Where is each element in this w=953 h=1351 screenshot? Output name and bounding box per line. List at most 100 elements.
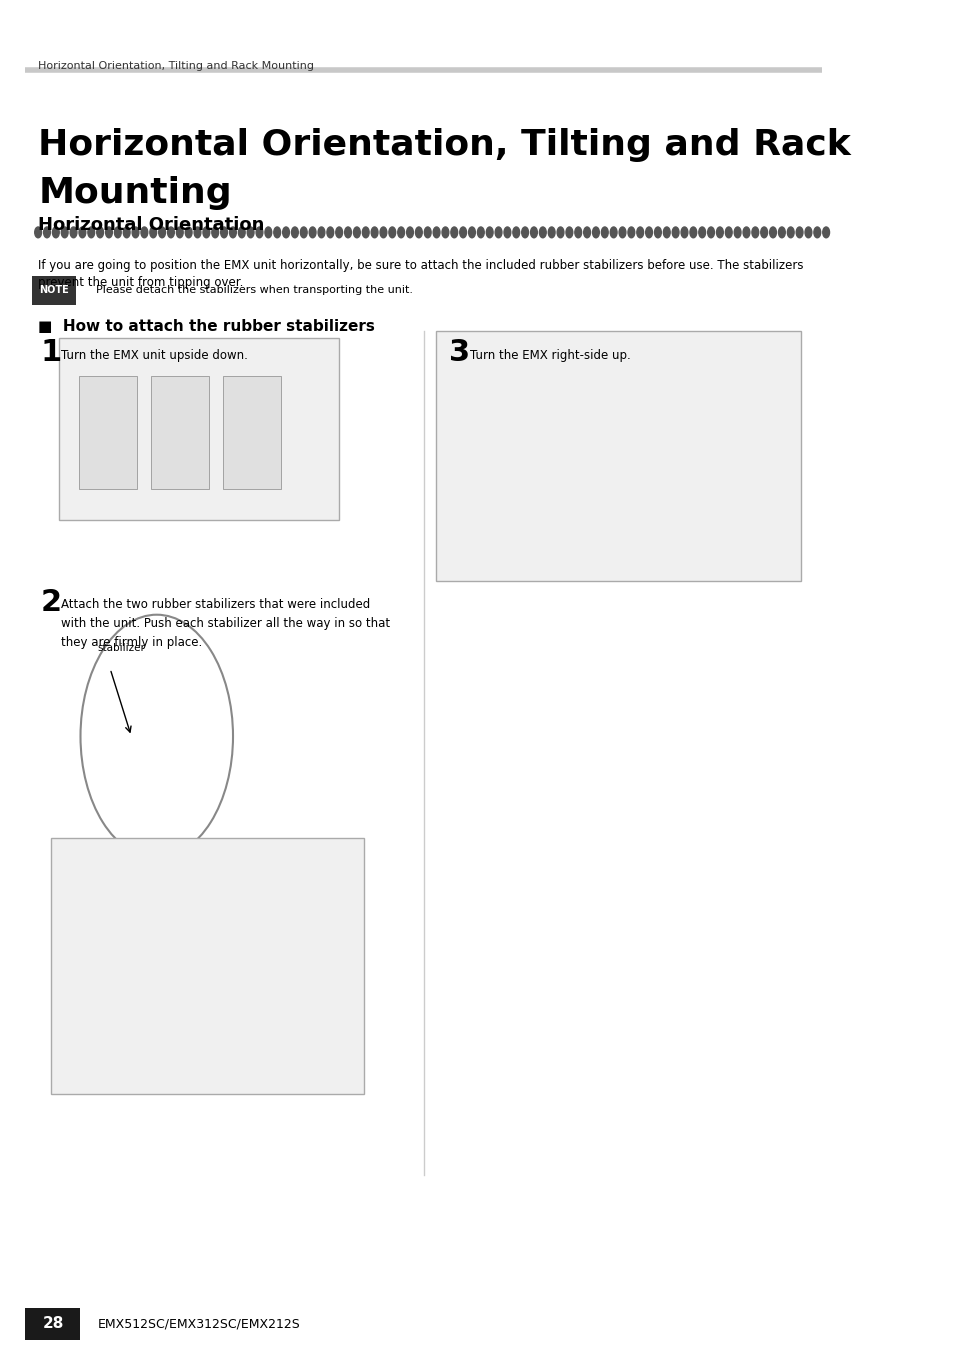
- Circle shape: [88, 227, 94, 238]
- Circle shape: [769, 227, 776, 238]
- FancyBboxPatch shape: [79, 376, 137, 489]
- FancyBboxPatch shape: [59, 338, 338, 520]
- Text: 28: 28: [43, 1316, 64, 1332]
- Circle shape: [530, 227, 537, 238]
- Circle shape: [61, 227, 68, 238]
- Circle shape: [503, 227, 510, 238]
- Circle shape: [379, 227, 386, 238]
- Circle shape: [96, 227, 103, 238]
- Circle shape: [185, 227, 192, 238]
- Circle shape: [212, 227, 218, 238]
- Circle shape: [742, 227, 749, 238]
- Circle shape: [309, 227, 315, 238]
- Circle shape: [734, 227, 740, 238]
- Circle shape: [583, 227, 590, 238]
- Circle shape: [451, 227, 457, 238]
- Circle shape: [618, 227, 625, 238]
- Circle shape: [274, 227, 280, 238]
- Circle shape: [406, 227, 413, 238]
- FancyBboxPatch shape: [436, 331, 800, 581]
- Circle shape: [193, 227, 201, 238]
- Circle shape: [786, 227, 793, 238]
- Text: Turn the EMX unit upside down.: Turn the EMX unit upside down.: [61, 349, 248, 362]
- Circle shape: [751, 227, 758, 238]
- Text: with the unit. Push each stabilizer all the way in so that: with the unit. Push each stabilizer all …: [61, 617, 390, 631]
- Circle shape: [724, 227, 731, 238]
- Circle shape: [79, 227, 86, 238]
- Circle shape: [486, 227, 493, 238]
- Circle shape: [707, 227, 714, 238]
- Circle shape: [34, 227, 42, 238]
- Circle shape: [371, 227, 377, 238]
- Circle shape: [716, 227, 722, 238]
- Circle shape: [821, 227, 829, 238]
- Circle shape: [689, 227, 696, 238]
- Circle shape: [441, 227, 448, 238]
- Circle shape: [114, 227, 121, 238]
- Circle shape: [300, 227, 307, 238]
- Bar: [26, 1308, 80, 1340]
- Text: prevent the unit from tipping over.: prevent the unit from tipping over.: [38, 276, 243, 289]
- Circle shape: [513, 227, 519, 238]
- Circle shape: [538, 227, 546, 238]
- Circle shape: [132, 227, 139, 238]
- Circle shape: [238, 227, 245, 238]
- Circle shape: [592, 227, 598, 238]
- Circle shape: [317, 227, 325, 238]
- Circle shape: [335, 227, 342, 238]
- Circle shape: [459, 227, 466, 238]
- Text: stabilizer: stabilizer: [97, 643, 145, 654]
- Text: Turn the EMX right-side up.: Turn the EMX right-side up.: [470, 349, 630, 362]
- Circle shape: [468, 227, 475, 238]
- Circle shape: [106, 227, 112, 238]
- Circle shape: [548, 227, 555, 238]
- Circle shape: [662, 227, 669, 238]
- Circle shape: [123, 227, 130, 238]
- Circle shape: [397, 227, 404, 238]
- Circle shape: [80, 615, 233, 858]
- Circle shape: [150, 227, 156, 238]
- Circle shape: [292, 227, 298, 238]
- Circle shape: [645, 227, 652, 238]
- FancyBboxPatch shape: [151, 376, 209, 489]
- Circle shape: [476, 227, 484, 238]
- Circle shape: [521, 227, 528, 238]
- Circle shape: [176, 227, 183, 238]
- Circle shape: [796, 227, 802, 238]
- FancyBboxPatch shape: [32, 276, 76, 305]
- Circle shape: [354, 227, 360, 238]
- Circle shape: [565, 227, 572, 238]
- Text: 1: 1: [41, 338, 62, 366]
- Text: NOTE: NOTE: [39, 285, 69, 296]
- Circle shape: [813, 227, 820, 238]
- Circle shape: [424, 227, 431, 238]
- FancyBboxPatch shape: [223, 376, 281, 489]
- Circle shape: [610, 227, 617, 238]
- Text: Horizontal Orientation: Horizontal Orientation: [38, 216, 264, 234]
- Circle shape: [327, 227, 334, 238]
- Circle shape: [416, 227, 422, 238]
- Circle shape: [600, 227, 608, 238]
- Text: Horizontal Orientation, Tilting and Rack Mounting: Horizontal Orientation, Tilting and Rack…: [38, 61, 314, 70]
- Circle shape: [220, 227, 227, 238]
- Circle shape: [141, 227, 148, 238]
- Circle shape: [44, 227, 51, 238]
- Circle shape: [495, 227, 501, 238]
- Circle shape: [654, 227, 660, 238]
- Text: 2: 2: [41, 588, 62, 616]
- Text: Horizontal Orientation, Tilting and Rack: Horizontal Orientation, Tilting and Rack: [38, 128, 850, 162]
- Circle shape: [247, 227, 253, 238]
- Text: they are firmly in place.: they are firmly in place.: [61, 636, 202, 650]
- Circle shape: [362, 227, 369, 238]
- Circle shape: [637, 227, 643, 238]
- FancyBboxPatch shape: [51, 838, 364, 1094]
- Circle shape: [778, 227, 784, 238]
- Circle shape: [52, 227, 59, 238]
- Text: If you are going to position the EMX unit horizontally, be sure to attach the in: If you are going to position the EMX uni…: [38, 259, 802, 273]
- Circle shape: [575, 227, 581, 238]
- Circle shape: [698, 227, 705, 238]
- Text: Mounting: Mounting: [38, 176, 232, 209]
- Circle shape: [804, 227, 811, 238]
- Circle shape: [168, 227, 174, 238]
- Circle shape: [680, 227, 687, 238]
